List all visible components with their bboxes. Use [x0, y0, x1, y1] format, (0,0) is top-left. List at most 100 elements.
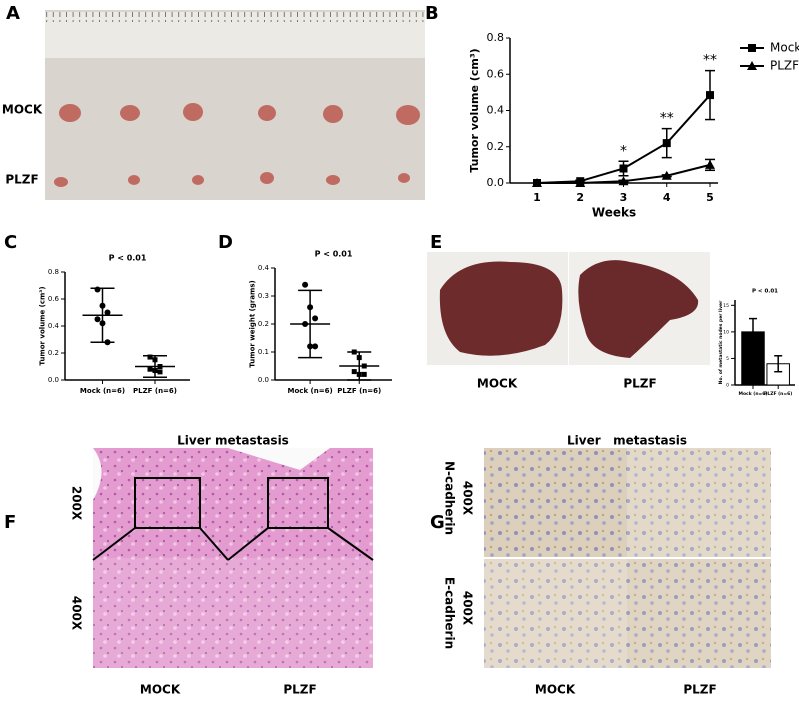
y-tick-label: 0.0 — [258, 376, 269, 384]
y-tick-label: 5 — [726, 356, 729, 362]
point — [361, 371, 367, 377]
micrograph — [627, 448, 771, 558]
tumors — [54, 103, 420, 187]
row-label: 400X — [70, 596, 84, 631]
panel-letter: F — [4, 512, 16, 533]
liver — [439, 261, 563, 356]
x-tick-label: PLZF (n=6) — [337, 387, 381, 395]
y-tick-label: 0.6 — [48, 295, 60, 303]
y-tick-label: 0.0 — [487, 176, 505, 189]
legend-label: Mock — [770, 41, 799, 55]
panel-letter: B — [425, 3, 439, 24]
y-axis-label: Tumor volume (cm³) — [39, 286, 47, 365]
micrograph — [484, 558, 627, 668]
marker — [705, 159, 715, 169]
panel-title: Liver metastasis — [177, 434, 289, 448]
y-axis-label: Tumor volume (cm³) — [468, 48, 481, 172]
marker — [661, 170, 672, 180]
panel-title: Liver metastasis — [567, 434, 687, 448]
y-tick-label: 0.8 — [48, 268, 59, 276]
y-tick-label: 0 — [726, 383, 729, 389]
panel-letter: E — [430, 232, 442, 253]
point — [312, 343, 319, 350]
y-axis-label: No. of metastatic nodes per liver — [718, 300, 724, 384]
liver — [578, 260, 699, 358]
point — [147, 354, 153, 360]
y-tick-label: 0.3 — [258, 292, 269, 300]
x-tick-label: PLZF (n=6) — [133, 387, 177, 395]
row-label: MOCK — [2, 103, 43, 117]
marker — [575, 178, 586, 187]
y-tick-label: 0.2 — [48, 349, 59, 357]
row-label: PLZF — [5, 173, 38, 187]
x-tick-label: 3 — [620, 191, 628, 204]
y-tick-label: 0.6 — [487, 67, 505, 80]
marker — [532, 178, 542, 187]
point — [94, 316, 101, 323]
x-tick-label: 2 — [576, 191, 584, 204]
row-label: E-cadherin — [443, 577, 457, 649]
y-axis-label: Tumor weight (grams) — [249, 280, 257, 367]
column-label: MOCK — [477, 377, 518, 391]
zoom-box — [92, 477, 374, 561]
marker — [706, 91, 714, 100]
row-label: N-cadherin — [443, 461, 457, 535]
panel-e-photos: MOCK PLZF — [427, 252, 710, 391]
marker — [619, 164, 628, 173]
y-tick-label: 15 — [723, 303, 729, 309]
panel-letter: G — [430, 512, 445, 533]
panel-letters: A B C D E F G — [4, 3, 445, 533]
column-label: MOCK — [535, 683, 576, 697]
y-tick-label: 0.4 — [48, 322, 60, 330]
y-tick-label: 0.2 — [487, 140, 505, 153]
chart-title: P < 0.01 — [315, 250, 353, 259]
x-tick-label: Mock (n=6) — [288, 387, 333, 395]
y-tick-label: 0.8 — [487, 31, 505, 44]
x-tick-label: 4 — [663, 191, 671, 204]
x-tick-label: Mock (n=6) — [80, 387, 125, 395]
legend-marker — [748, 44, 756, 52]
column-label: PLZF — [683, 683, 716, 697]
marker — [662, 139, 671, 148]
micrograph — [484, 448, 627, 558]
y-tick-label: 10 — [723, 329, 729, 335]
chart: 0.0 0.2 0.4 0.6 0.8 Tumor volume (cm³) 1 2 3 4 5 We… — [468, 31, 799, 220]
x-axis-label: Weeks — [592, 206, 636, 220]
point — [312, 315, 319, 322]
y-tick-label: 0.1 — [258, 348, 269, 356]
column-label: PLZF — [283, 683, 316, 697]
legend-label: PLZF — [770, 59, 799, 73]
annotation: ** — [703, 53, 717, 69]
point — [302, 281, 309, 288]
panel-letter: C — [4, 232, 17, 253]
legend-marker — [747, 61, 757, 70]
row-label: 400X — [461, 481, 475, 516]
micrograph — [228, 558, 373, 668]
row-label: 200X — [70, 486, 84, 521]
x-tick-label: PLZF (n=6) — [764, 391, 792, 397]
background — [93, 448, 330, 500]
y-tick-label: 0.2 — [258, 320, 269, 328]
micrograph — [627, 558, 771, 668]
micrograph — [93, 448, 228, 558]
point — [157, 369, 163, 375]
column-label: MOCK — [140, 683, 181, 697]
row-label: 400X — [461, 591, 475, 626]
ruler-ticks — [45, 12, 425, 22]
chart-title: P < 0.01 — [752, 289, 778, 295]
panel-letter: D — [218, 232, 233, 253]
annotation: * — [620, 143, 627, 159]
panel-a: MOCK PLZF — [2, 10, 425, 200]
x-tick-label: 5 — [706, 191, 714, 204]
panel-letter: A — [6, 3, 20, 24]
y-tick-label: 0.4 — [258, 264, 270, 272]
panel-g: Liver metastasis N-cadherin 400X E-cadhe… — [443, 434, 771, 697]
annotation: ** — [660, 111, 674, 127]
marker — [618, 176, 629, 186]
chart-title: P < 0.01 — [109, 254, 147, 263]
point — [147, 366, 153, 372]
point — [94, 286, 101, 293]
chart: 0.0 0.2 0.4 0.6 0.8 Tumor volume (cm³) P < 0.0… — [39, 254, 190, 395]
